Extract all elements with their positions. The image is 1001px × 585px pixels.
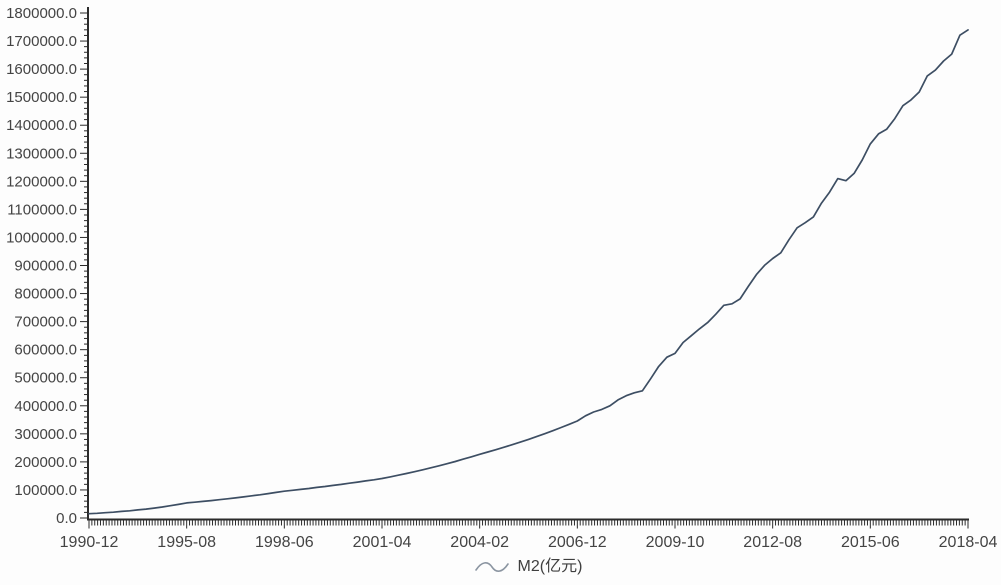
x-axis-tick-label: 2001-04 (353, 534, 412, 551)
x-axis-tick-label: 2009-10 (646, 534, 705, 551)
y-axis-tick-label: 300000.0 (14, 426, 77, 443)
x-axis-tick-label: 2012-08 (743, 534, 802, 551)
y-axis-tick-label: 100000.0 (14, 482, 77, 499)
y-axis-tick-label: 800000.0 (14, 286, 77, 303)
y-axis-tick-label: 0.0 (56, 510, 77, 527)
m2-series-line[interactable] (88, 29, 969, 515)
legend-line-icon (474, 562, 509, 572)
y-axis-tick-label: 1600000.0 (6, 61, 77, 78)
legend-label: M2(亿元) (517, 558, 583, 575)
y-axis-tick-label: 1400000.0 (6, 117, 77, 134)
y-axis-tick-label: 1100000.0 (7, 201, 77, 218)
y-axis-tick-label: 500000.0 (14, 370, 77, 387)
y-axis-tick-label: 700000.0 (14, 314, 77, 331)
x-axis-tick-label: 1995-08 (157, 534, 216, 551)
y-axis-tick-label: 200000.0 (14, 454, 77, 471)
x-axis-tick-label: 2006-12 (548, 534, 607, 551)
y-axis-tick-label: 1700000.0 (6, 33, 77, 50)
y-axis-tick-label: 400000.0 (14, 398, 77, 415)
y-axis-tick-label: 1000000.0 (6, 229, 77, 246)
x-axis-tick-label: 1998-06 (255, 534, 314, 551)
y-axis-tick-label: 1800000.0 (6, 5, 77, 22)
x-axis-tick-label: 2004-02 (450, 534, 509, 551)
chart-legend[interactable]: M2(亿元) (89, 556, 968, 578)
y-axis-tick-label: 1200000.0 (6, 173, 77, 190)
x-axis-tick-label: 2018-04 (939, 534, 998, 551)
legend-line-path (474, 562, 509, 572)
x-axis-tick-label: 1990-12 (60, 534, 119, 551)
y-axis-tick-label: 600000.0 (14, 342, 77, 359)
x-axis-tick-label: 2015-06 (841, 534, 900, 551)
y-axis-tick-label: 1500000.0 (6, 89, 77, 106)
y-axis-tick-label: 1300000.0 (6, 145, 77, 162)
y-axis-tick-label: 900000.0 (14, 258, 77, 275)
